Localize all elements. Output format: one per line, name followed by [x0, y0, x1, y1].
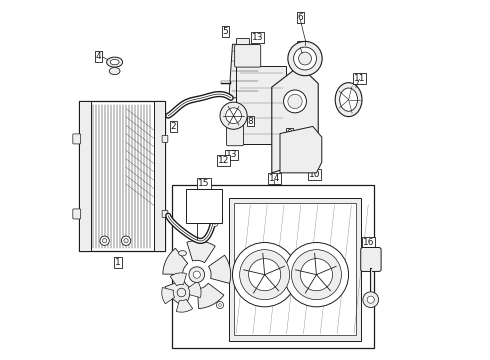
Wedge shape	[208, 255, 231, 283]
Circle shape	[100, 236, 109, 246]
Text: 3: 3	[199, 242, 205, 251]
FancyBboxPatch shape	[361, 248, 381, 271]
FancyBboxPatch shape	[226, 123, 244, 146]
Circle shape	[294, 47, 317, 70]
Circle shape	[363, 292, 379, 307]
Bar	[172, 185, 373, 348]
Text: 4: 4	[96, 52, 101, 61]
Text: 13: 13	[252, 33, 263, 42]
Ellipse shape	[110, 59, 119, 65]
Circle shape	[124, 239, 128, 243]
Circle shape	[284, 90, 306, 113]
Circle shape	[219, 303, 221, 306]
Circle shape	[232, 243, 297, 307]
Bar	[236, 66, 286, 144]
Circle shape	[288, 41, 322, 76]
Bar	[229, 198, 361, 341]
Text: 5: 5	[222, 27, 228, 36]
Wedge shape	[163, 248, 188, 274]
FancyBboxPatch shape	[162, 135, 168, 143]
Ellipse shape	[335, 83, 362, 117]
Circle shape	[213, 221, 216, 224]
Circle shape	[217, 301, 223, 309]
Circle shape	[177, 288, 186, 297]
Wedge shape	[188, 281, 201, 298]
Circle shape	[367, 296, 374, 303]
Bar	[79, 102, 165, 251]
Bar	[79, 102, 92, 251]
FancyBboxPatch shape	[73, 134, 81, 144]
Ellipse shape	[340, 88, 358, 111]
FancyBboxPatch shape	[73, 209, 81, 219]
Circle shape	[102, 239, 107, 243]
Wedge shape	[165, 280, 192, 307]
Circle shape	[248, 258, 281, 291]
Circle shape	[220, 102, 247, 129]
Wedge shape	[170, 273, 187, 286]
Polygon shape	[280, 126, 322, 173]
Text: 13: 13	[226, 150, 238, 159]
Text: 2: 2	[171, 122, 176, 131]
Text: 6: 6	[297, 13, 303, 22]
Text: 10: 10	[309, 170, 320, 179]
Circle shape	[292, 249, 342, 300]
Circle shape	[298, 52, 312, 65]
Bar	[234, 203, 356, 336]
Bar	[154, 102, 165, 251]
Polygon shape	[272, 66, 318, 173]
Circle shape	[122, 236, 131, 246]
Text: 12: 12	[218, 156, 229, 165]
FancyBboxPatch shape	[235, 45, 261, 67]
Ellipse shape	[107, 57, 122, 67]
Circle shape	[189, 267, 205, 283]
Circle shape	[284, 243, 348, 307]
Text: 15: 15	[198, 179, 210, 188]
Text: 11: 11	[354, 74, 365, 83]
Bar	[236, 38, 248, 44]
Text: 1: 1	[115, 258, 121, 267]
Bar	[186, 189, 222, 223]
Ellipse shape	[178, 251, 186, 256]
Polygon shape	[229, 44, 261, 98]
Wedge shape	[162, 287, 174, 304]
Circle shape	[193, 271, 200, 278]
Text: 14: 14	[269, 174, 280, 183]
Text: 9: 9	[287, 129, 293, 138]
Circle shape	[288, 94, 302, 109]
Circle shape	[300, 258, 333, 291]
Circle shape	[240, 249, 290, 300]
Text: 8: 8	[247, 117, 253, 126]
Wedge shape	[176, 299, 193, 312]
Wedge shape	[197, 283, 224, 309]
Text: 16: 16	[363, 238, 374, 247]
Ellipse shape	[109, 67, 120, 75]
FancyBboxPatch shape	[162, 210, 168, 217]
Wedge shape	[187, 241, 215, 263]
Circle shape	[226, 108, 242, 123]
Circle shape	[211, 219, 218, 226]
Text: 7: 7	[297, 41, 303, 50]
